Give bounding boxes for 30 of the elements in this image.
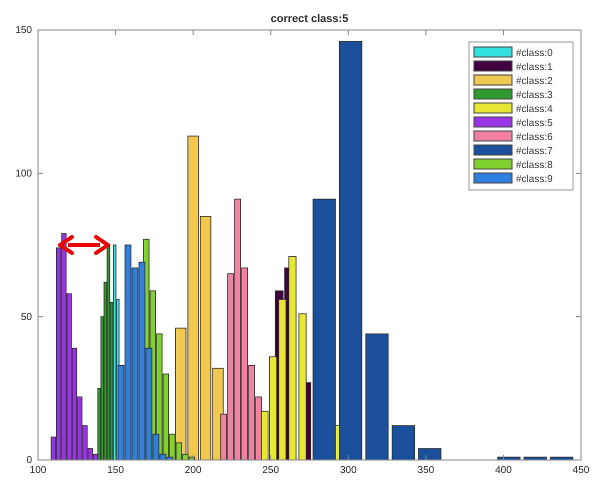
legend-label: #class:2 bbox=[516, 76, 554, 87]
legend-label: #class:4 bbox=[516, 104, 554, 115]
x-tick-label: 150 bbox=[107, 465, 124, 476]
x-tick-label: 250 bbox=[262, 465, 280, 476]
y-tick-label: 50 bbox=[20, 312, 32, 323]
bar bbox=[392, 425, 415, 460]
legend-label: #class:1 bbox=[516, 62, 554, 73]
bar bbox=[418, 448, 442, 460]
x-tick-label: 350 bbox=[418, 465, 435, 476]
legend-label: #class:6 bbox=[516, 132, 554, 143]
bar bbox=[365, 333, 389, 460]
legend-label: #class:3 bbox=[516, 90, 554, 101]
x-tick-label: 400 bbox=[495, 465, 512, 476]
x-tick-label: 100 bbox=[30, 465, 47, 476]
legend-label: #class:0 bbox=[516, 48, 554, 59]
bar bbox=[288, 256, 296, 460]
chart-title: correct class:5 bbox=[270, 13, 348, 25]
legend-label: #class:7 bbox=[516, 146, 554, 157]
legend-label: #class:5 bbox=[516, 118, 554, 129]
x-tick-label: 450 bbox=[572, 465, 590, 476]
y-tick-label: 150 bbox=[15, 25, 32, 36]
bar bbox=[106, 244, 110, 460]
legend-label: #class:8 bbox=[516, 160, 554, 171]
bar bbox=[339, 41, 362, 460]
x-tick-label: 200 bbox=[184, 465, 202, 476]
legend-label: #class:9 bbox=[516, 174, 554, 185]
x-tick-label: 300 bbox=[340, 465, 358, 476]
y-tick-label: 0 bbox=[26, 455, 32, 466]
bar bbox=[298, 313, 307, 460]
y-tick-label: 100 bbox=[15, 168, 32, 180]
